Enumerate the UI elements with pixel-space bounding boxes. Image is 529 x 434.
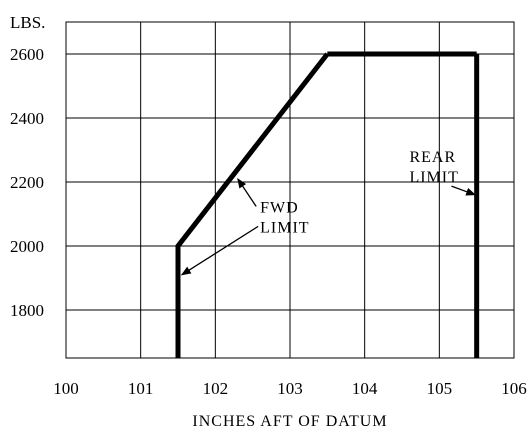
x-tick-label: 102 (203, 379, 229, 398)
y-tick-labels: 1800 2000 2200 2400 2600 (10, 45, 44, 320)
x-tick-labels: 100 101 102 103 104 105 106 (53, 379, 527, 398)
fwd-annotation-text-line: LIMIT (260, 219, 309, 236)
x-tick-label: 105 (427, 379, 453, 398)
fwd-annotation-text-line: FWD (260, 199, 299, 216)
x-axis-label: INCHES AFT OF DATUM (192, 413, 387, 430)
y-axis-label: LBS. (10, 13, 45, 32)
fwd-limit-line (175, 52, 330, 358)
x-tick-label: 103 (277, 379, 303, 398)
y-tick-label: 2600 (10, 45, 44, 64)
y-tick-label: 2400 (10, 109, 44, 128)
fwd-annotation-arrow (180, 225, 259, 276)
rear-annotation-text-line: LIMIT (409, 169, 458, 186)
grid-vertical-lines (140, 22, 440, 358)
x-tick-label: 101 (128, 379, 154, 398)
y-tick-label: 2200 (10, 173, 44, 192)
annotations: FWD LIMIT REAR LIMIT (180, 149, 477, 276)
x-tick-label: 104 (352, 379, 378, 398)
y-tick-label: 2000 (10, 237, 44, 256)
rear-limit-annotation: REAR LIMIT (409, 149, 477, 196)
x-tick-label: 106 (501, 379, 527, 398)
rear-annotation-arrow (451, 185, 477, 196)
y-tick-label: 1800 (10, 301, 44, 320)
rear-annotation-text-line: REAR (409, 149, 456, 166)
x-tick-label: 100 (53, 379, 79, 398)
fwd-annotation-arrow (237, 177, 257, 207)
limit-lines (175, 51, 480, 358)
fwd-limit-annotation: FWD LIMIT (180, 177, 309, 276)
